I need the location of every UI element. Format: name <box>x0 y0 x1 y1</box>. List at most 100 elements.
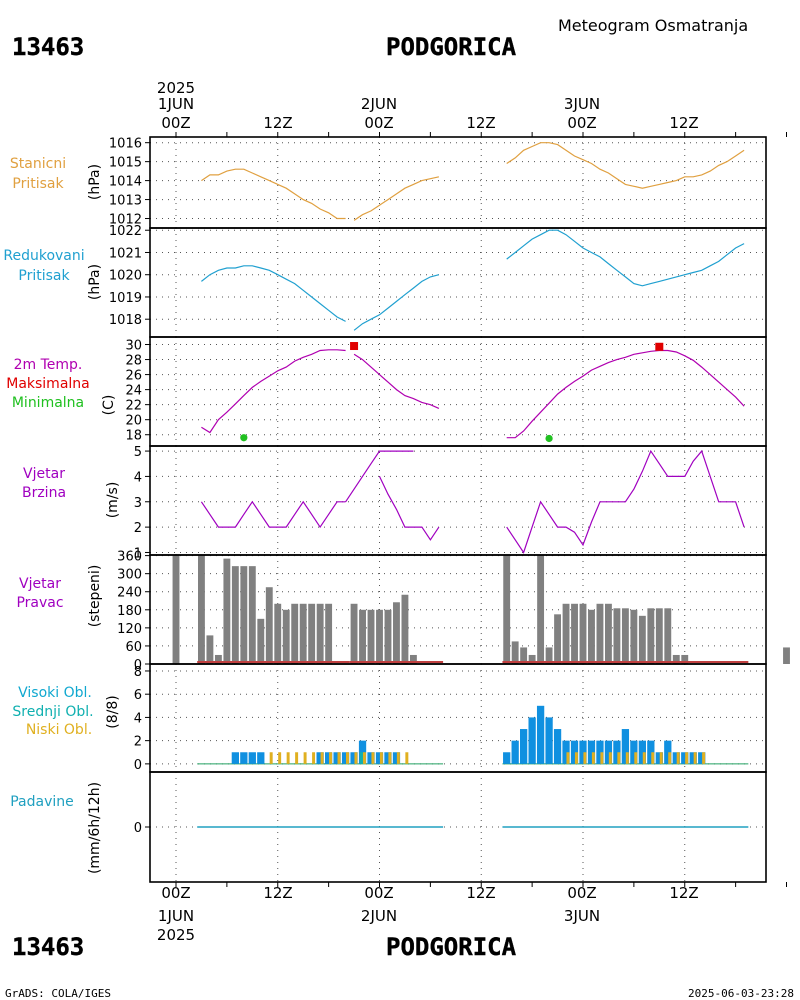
temperature-max-marker <box>350 342 359 351</box>
precipitation-unit: (mm/6h/12h) <box>87 782 103 874</box>
cloud-high-bar <box>231 752 239 764</box>
temperature-line-segment-2 <box>353 353 440 409</box>
wind-direction-bar <box>265 587 273 664</box>
cloud-high-bar <box>350 752 358 764</box>
cloud-low-bar <box>574 752 578 764</box>
cloud-high-bar <box>570 740 579 764</box>
bottom-hour-label-4: 12Z <box>466 884 495 902</box>
wind-direction-bar <box>231 566 239 664</box>
wind-direction-bar <box>630 609 638 664</box>
station-name-bottom: PODGORICA <box>386 933 517 961</box>
cloud-low-bar <box>668 752 672 764</box>
cloud-low-bar <box>379 752 383 764</box>
top-hour-label-5: 00Z <box>567 114 596 132</box>
cloud-high-bar <box>672 752 680 764</box>
temperature-max-label: Maksimalna <box>6 376 90 392</box>
cloud-low-bar <box>320 752 324 764</box>
cloud-low-bar <box>329 752 333 764</box>
temperature-min-marker <box>240 434 248 442</box>
meteogram-subtitle: Meteogram Osmatranja <box>558 16 748 35</box>
top-hour-label-1: 00Z <box>161 114 190 132</box>
cloud-low-bar <box>269 752 273 764</box>
cloud-high-bar <box>613 740 621 764</box>
y-tick-label: 2 <box>134 735 142 750</box>
cloud-high-bar <box>587 740 596 764</box>
bottom-hour-label-1: 00Z <box>161 884 190 902</box>
reduced-pressure-label-1: Redukovani <box>3 248 84 264</box>
y-tick-label: 28 <box>125 354 142 369</box>
station-pressure-line-segment-3 <box>506 142 745 189</box>
cloud-high-bar <box>248 752 256 764</box>
y-tick-label: 0 <box>134 658 142 673</box>
wind-direction-bar <box>537 555 545 664</box>
cloud-high-bar <box>536 705 545 764</box>
wind-direction-bar <box>248 566 256 664</box>
cloud-low-bar <box>396 752 400 764</box>
cloud-low-bar <box>303 752 307 764</box>
y-tick-label: 0 <box>134 821 142 836</box>
wind-direction-bar <box>316 603 324 664</box>
bottom-year-label: 2025 <box>157 926 195 944</box>
cloud-low-label: Niski Obl. <box>26 722 92 738</box>
wind-direction-bar <box>367 609 375 664</box>
cloud-low-bar <box>278 752 282 764</box>
y-tick-label: 24 <box>125 384 142 399</box>
y-tick-label: 360 <box>117 550 142 565</box>
wind-direction-bar <box>401 594 409 664</box>
y-tick-label: 4 <box>134 470 142 485</box>
station-id-bottom: 13463 <box>12 933 84 961</box>
station-pressure-label-1: Stanicni <box>10 156 66 172</box>
station-pressure-unit: (hPa) <box>87 164 103 200</box>
wind-direction-bar <box>257 618 265 664</box>
bottom-date-label-2: 2JUN <box>361 907 397 925</box>
precipitation-label: Padavine <box>10 794 74 810</box>
wind-speed-unit: (m/s) <box>105 482 121 519</box>
footer-credit: GrADS: COLA/IGES <box>5 987 111 1000</box>
y-tick-label: 1015 <box>109 156 142 171</box>
cloud-high-bar <box>392 752 401 764</box>
station-pressure-line-segment-2 <box>353 176 440 221</box>
temperature-min-marker <box>545 434 553 443</box>
wind-direction-bar <box>299 603 307 664</box>
wind-direction-bar <box>604 603 612 664</box>
footer-timestamp: 2025-06-03-23:28 <box>688 987 794 1000</box>
wind-direction-bar <box>520 647 528 664</box>
wind-direction-bar <box>359 609 366 664</box>
wind-direction-label-1: Vjetar <box>19 576 61 592</box>
top-hour-label-3: 00Z <box>364 114 393 132</box>
cloud-low-bar <box>625 752 629 764</box>
cloud-high-bar <box>553 729 562 764</box>
wind-direction-bar <box>409 654 417 664</box>
y-tick-label: 18 <box>125 429 142 444</box>
top-hour-label-4: 12Z <box>466 114 495 132</box>
wind-direction-bar <box>613 608 621 664</box>
panel-frame-station-pressure <box>149 136 767 229</box>
cloud-low-bar <box>659 752 663 764</box>
wind-speed-line-segment-3 <box>378 476 440 541</box>
cloud-low-bar <box>651 752 655 764</box>
reduced-pressure-line-segment-1 <box>201 265 346 322</box>
wind-direction-bar <box>596 603 604 664</box>
y-tick-label: 1013 <box>109 194 142 209</box>
top-date-label-2: 2JUN <box>361 95 397 113</box>
top-hour-label-2: 12Z <box>263 114 292 132</box>
y-tick-label: 26 <box>125 369 142 384</box>
wind-direction-bar <box>503 555 511 664</box>
reduced-pressure-label-2: Pritisak <box>18 268 70 284</box>
temperature-max-marker <box>655 342 664 351</box>
wind-speed-label-1: Vjetar <box>23 466 65 482</box>
cloud-high-bar <box>655 752 663 764</box>
cloud-low-bar <box>693 752 697 764</box>
reduced-pressure-unit: (hPa) <box>87 264 103 300</box>
wind-direction-bar <box>528 654 536 664</box>
panel-frame-wind-speed <box>149 445 767 556</box>
cloud-low-bar <box>685 752 689 764</box>
grid-layer <box>150 137 766 882</box>
cloud-high-bar <box>604 740 613 764</box>
reduced-pressure-line-segment-2 <box>353 274 440 331</box>
cloud-unit: (8/8) <box>105 695 121 728</box>
temperature-unit: (C) <box>101 395 117 416</box>
cloud-high-bar <box>375 752 384 764</box>
cloud-low-bar <box>371 752 375 764</box>
wind-direction-bar <box>511 641 519 664</box>
